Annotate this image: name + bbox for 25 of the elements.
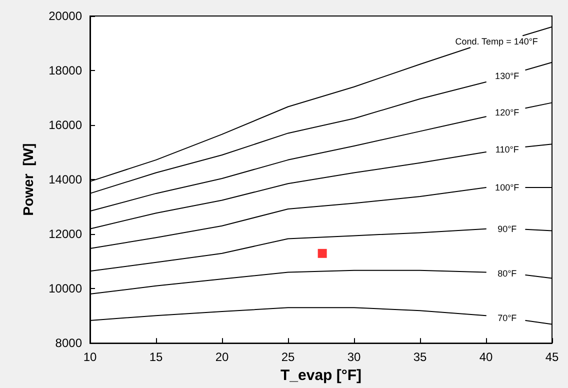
x-tick-label: 20	[215, 350, 229, 364]
x-tick-label: 10	[83, 350, 97, 364]
y-tick-label: 16000	[48, 118, 82, 132]
series-label: 70°F	[498, 313, 518, 324]
y-tick-label: 10000	[48, 282, 82, 296]
y-tick-label: 8000	[55, 336, 82, 350]
series-label: 120°F	[495, 107, 520, 118]
x-tick-label: 35	[413, 350, 427, 364]
series-label: 100°F	[495, 182, 520, 192]
y-tick-label: 12000	[48, 227, 82, 242]
y-axis-title: Power [W]	[20, 143, 36, 216]
series-label: Cond. Temp = 140°F	[455, 36, 538, 47]
series-label: 80°F	[498, 268, 518, 279]
series-label: 110°F	[495, 144, 520, 154]
x-tick-label: 25	[281, 350, 295, 364]
x-axis-title: T_evap [°F]	[280, 367, 362, 384]
x-tick-label: 30	[347, 350, 361, 364]
series-label: 130°F	[495, 70, 520, 81]
series-label: 90°F	[498, 224, 518, 234]
y-tick-label: 18000	[48, 64, 82, 78]
x-tick-label: 45	[545, 350, 559, 364]
y-tick-label: 20000	[48, 9, 82, 23]
y-tick-label: 14000	[48, 172, 82, 187]
x-tick-label: 15	[149, 350, 163, 364]
x-tick-label: 40	[479, 350, 493, 364]
